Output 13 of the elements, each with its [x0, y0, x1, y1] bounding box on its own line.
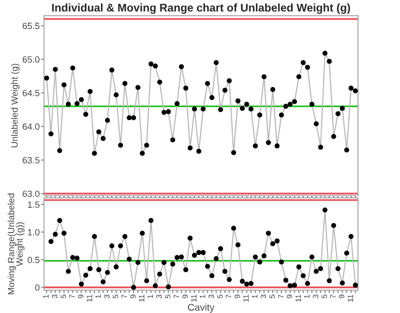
- y-axis-title: Unlabeled Weight (g): [11, 64, 20, 148]
- y-tick-label: 65.5: [22, 22, 40, 30]
- y-tick-label: 0: [35, 284, 40, 291]
- y-tick-label: 64.5: [22, 90, 40, 96]
- y-tick-label: 64.0: [22, 123, 40, 130]
- y-tick-label: 63.0: [22, 190, 40, 197]
- chart-title: Individual & Moving Range chart of Unlabeled Weight (g): [52, 3, 350, 14]
- y-tick-label: 1.5: [28, 202, 40, 208]
- x-axis-title: Cavity: [188, 304, 214, 313]
- y-tick-label: 65.0: [22, 56, 40, 63]
- y-tick-label: 63.5: [22, 157, 40, 164]
- y-tick-label: 1.0: [28, 229, 40, 236]
- y-tick-label: 0.5: [28, 256, 40, 264]
